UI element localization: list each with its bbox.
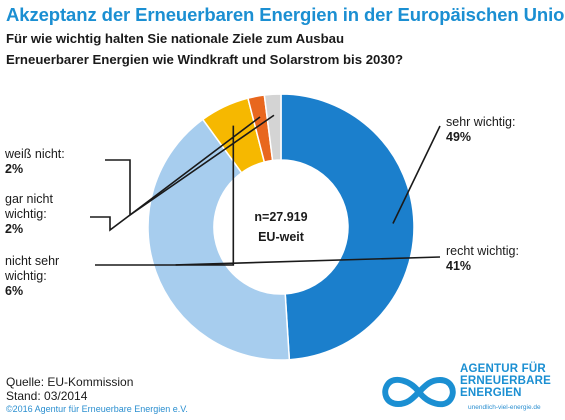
leader-line <box>105 114 275 217</box>
slice-label: wichtig: <box>4 207 47 221</box>
leader-line <box>95 125 235 266</box>
slice-label: wichtig: <box>4 269 47 283</box>
donut-slice <box>263 93 282 162</box>
donut-slice <box>147 118 291 361</box>
leader-line <box>90 116 261 232</box>
date-text: Stand: 03/2014 <box>6 389 88 403</box>
slice-label: weiß nicht: <box>4 147 65 161</box>
slice-value-label: 2% <box>5 162 23 176</box>
slice-value-label: 2% <box>5 222 23 236</box>
copyright-text: ©2016 Agentur für Erneuerbare Energien e… <box>6 404 188 414</box>
logo-line-3: ENERGIEN <box>460 387 522 399</box>
slice-value-label: 6% <box>5 284 23 298</box>
slice-label: gar nicht <box>5 192 53 206</box>
source-text: Quelle: EU-Kommission <box>6 375 134 389</box>
subtitle-line-1: Für wie wichtig halten Sie nationale Zie… <box>6 31 345 46</box>
leader-line <box>175 256 441 266</box>
slice-label: nicht sehr <box>5 254 59 268</box>
chart-subtitle: Für wie wichtig halten Sie nationale Zie… <box>6 28 403 70</box>
leader-line <box>392 125 441 224</box>
donut-slice <box>280 93 415 361</box>
subtitle-line-2: Erneuerbarer Energien wie Windkraft und … <box>6 52 404 67</box>
slice-label: sehr wichtig: <box>446 115 515 129</box>
slice-label: recht wichtig: <box>446 244 519 258</box>
infinity-logo-icon <box>382 376 456 408</box>
chart-title: Akzeptanz der Erneuerbaren Energien in d… <box>6 4 565 25</box>
logo-url: unendlich-viel-energie.de <box>468 404 541 411</box>
slice-value-label: 49% <box>446 130 471 144</box>
logo-line-1: AGENTUR FÜR <box>460 363 546 375</box>
logo-text: AGENTUR FÜR ERNEUERBARE ENERGIEN <box>460 363 551 399</box>
slice-value-label: 41% <box>446 259 471 273</box>
logo-line-2: ERNEUERBARE <box>460 375 552 387</box>
center-label-region: EU-weit <box>258 230 305 244</box>
center-label-n: n=27.919 <box>254 210 307 224</box>
